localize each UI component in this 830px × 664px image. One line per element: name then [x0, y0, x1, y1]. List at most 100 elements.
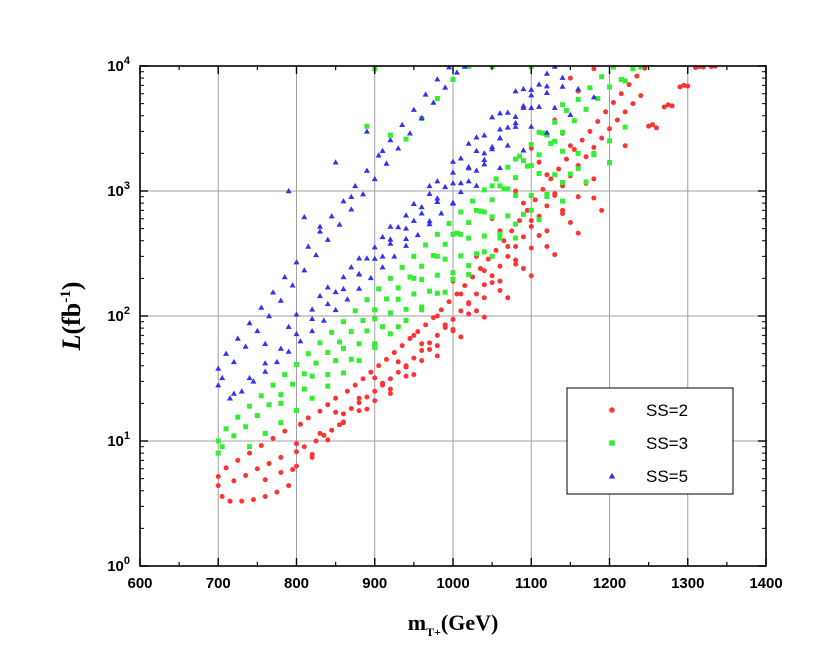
data-point — [528, 142, 534, 148]
data-point — [434, 231, 440, 237]
data-point — [607, 138, 612, 144]
data-point — [219, 493, 225, 499]
data-point — [575, 166, 581, 172]
data-point — [387, 132, 393, 138]
x-axis-title-sub: T+ — [426, 625, 441, 639]
data-point — [481, 282, 487, 288]
data-point — [411, 355, 417, 361]
data-point — [328, 213, 335, 219]
data-point — [450, 169, 456, 175]
data-point — [243, 424, 249, 430]
data-point — [332, 159, 339, 165]
data-point — [285, 188, 292, 194]
data-point — [372, 388, 378, 394]
data-point — [372, 307, 378, 313]
data-point — [262, 340, 269, 346]
data-point — [481, 150, 488, 156]
x-tick-label: 1400 — [749, 575, 782, 592]
data-point — [501, 238, 507, 244]
data-point — [305, 243, 312, 249]
data-point — [223, 350, 230, 356]
data-point — [595, 118, 601, 124]
data-point — [391, 253, 398, 259]
data-point — [560, 198, 566, 204]
data-point — [520, 200, 526, 206]
data-point — [278, 420, 284, 426]
x-axis-title-tail: (GeV) — [441, 610, 498, 635]
data-point — [450, 158, 456, 164]
data-point — [653, 125, 659, 131]
data-point — [544, 228, 550, 234]
data-point — [340, 198, 347, 204]
data-point — [356, 341, 362, 347]
data-point — [246, 374, 253, 381]
data-point — [293, 259, 300, 265]
data-point — [450, 276, 456, 282]
data-point — [309, 315, 316, 322]
data-point — [426, 182, 433, 189]
data-point — [465, 178, 472, 184]
data-point — [356, 395, 362, 401]
data-point — [513, 261, 519, 267]
data-point — [458, 231, 464, 237]
data-point — [258, 304, 265, 310]
data-point — [466, 235, 472, 241]
data-point — [418, 114, 425, 121]
data-point — [528, 223, 534, 229]
data-point — [348, 329, 354, 335]
data-point — [387, 310, 393, 316]
data-point — [383, 356, 389, 362]
data-point — [536, 81, 543, 87]
data-point — [434, 178, 441, 184]
data-point — [332, 306, 339, 313]
data-point — [278, 454, 284, 460]
data-point — [543, 70, 550, 76]
data-point — [462, 283, 468, 289]
data-point — [610, 66, 616, 70]
data-point — [556, 166, 562, 172]
data-point — [411, 275, 417, 281]
data-point — [297, 338, 304, 344]
data-point — [504, 109, 511, 115]
data-point — [513, 221, 519, 227]
data-point — [403, 212, 410, 218]
data-point — [453, 69, 460, 75]
y-tick-labels: 100 101 102 103 104 — [107, 55, 131, 575]
data-point — [340, 411, 346, 417]
data-point — [567, 219, 573, 225]
data-point — [583, 179, 589, 185]
data-point — [238, 388, 245, 394]
data-point — [262, 368, 269, 374]
data-point — [543, 89, 550, 95]
data-point — [227, 498, 233, 504]
data-point — [552, 172, 558, 178]
data-point — [473, 251, 479, 257]
data-point — [348, 356, 354, 362]
data-point — [316, 228, 323, 234]
data-point — [325, 383, 331, 389]
data-point — [489, 253, 495, 259]
data-point — [669, 103, 675, 109]
data-point — [270, 382, 276, 388]
legend-marker — [608, 472, 616, 479]
data-point — [419, 341, 425, 347]
data-point — [489, 183, 495, 189]
data-point — [324, 236, 331, 242]
data-point — [379, 147, 386, 153]
data-point — [528, 218, 534, 224]
data-point — [520, 85, 527, 92]
data-point — [466, 219, 472, 225]
data-point — [473, 167, 480, 173]
data-point — [301, 213, 308, 220]
data-point — [544, 203, 550, 209]
data-point — [262, 477, 268, 483]
data-point — [685, 83, 691, 89]
data-point — [411, 372, 417, 378]
data-point — [234, 335, 241, 341]
data-point — [427, 340, 433, 346]
data-point — [305, 415, 311, 421]
data-point — [560, 179, 566, 185]
data-point — [489, 197, 495, 203]
data-point — [567, 143, 573, 149]
data-point — [481, 187, 487, 193]
